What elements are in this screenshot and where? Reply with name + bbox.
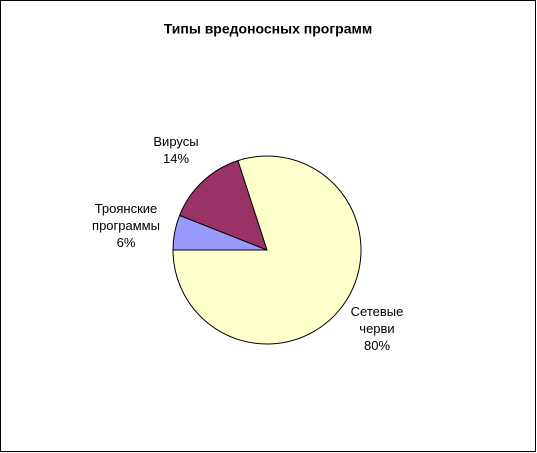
slice-value: 14% — [162, 151, 190, 166]
slice-label: Троянские программы 6% — [86, 200, 166, 251]
slice-name: Сетевые черви — [350, 304, 404, 336]
chart-title: Типы вредоносных программ — [164, 21, 372, 37]
slice-label: Сетевые черви 80% — [344, 303, 410, 354]
slice-name: Вирусы — [153, 134, 199, 149]
slice-name: Троянские программы — [92, 201, 160, 233]
slice-label: Вирусы 14% — [136, 133, 216, 167]
slice-value: 80% — [363, 338, 391, 353]
slice-value: 6% — [116, 235, 136, 250]
pie-slice — [172, 155, 362, 345]
